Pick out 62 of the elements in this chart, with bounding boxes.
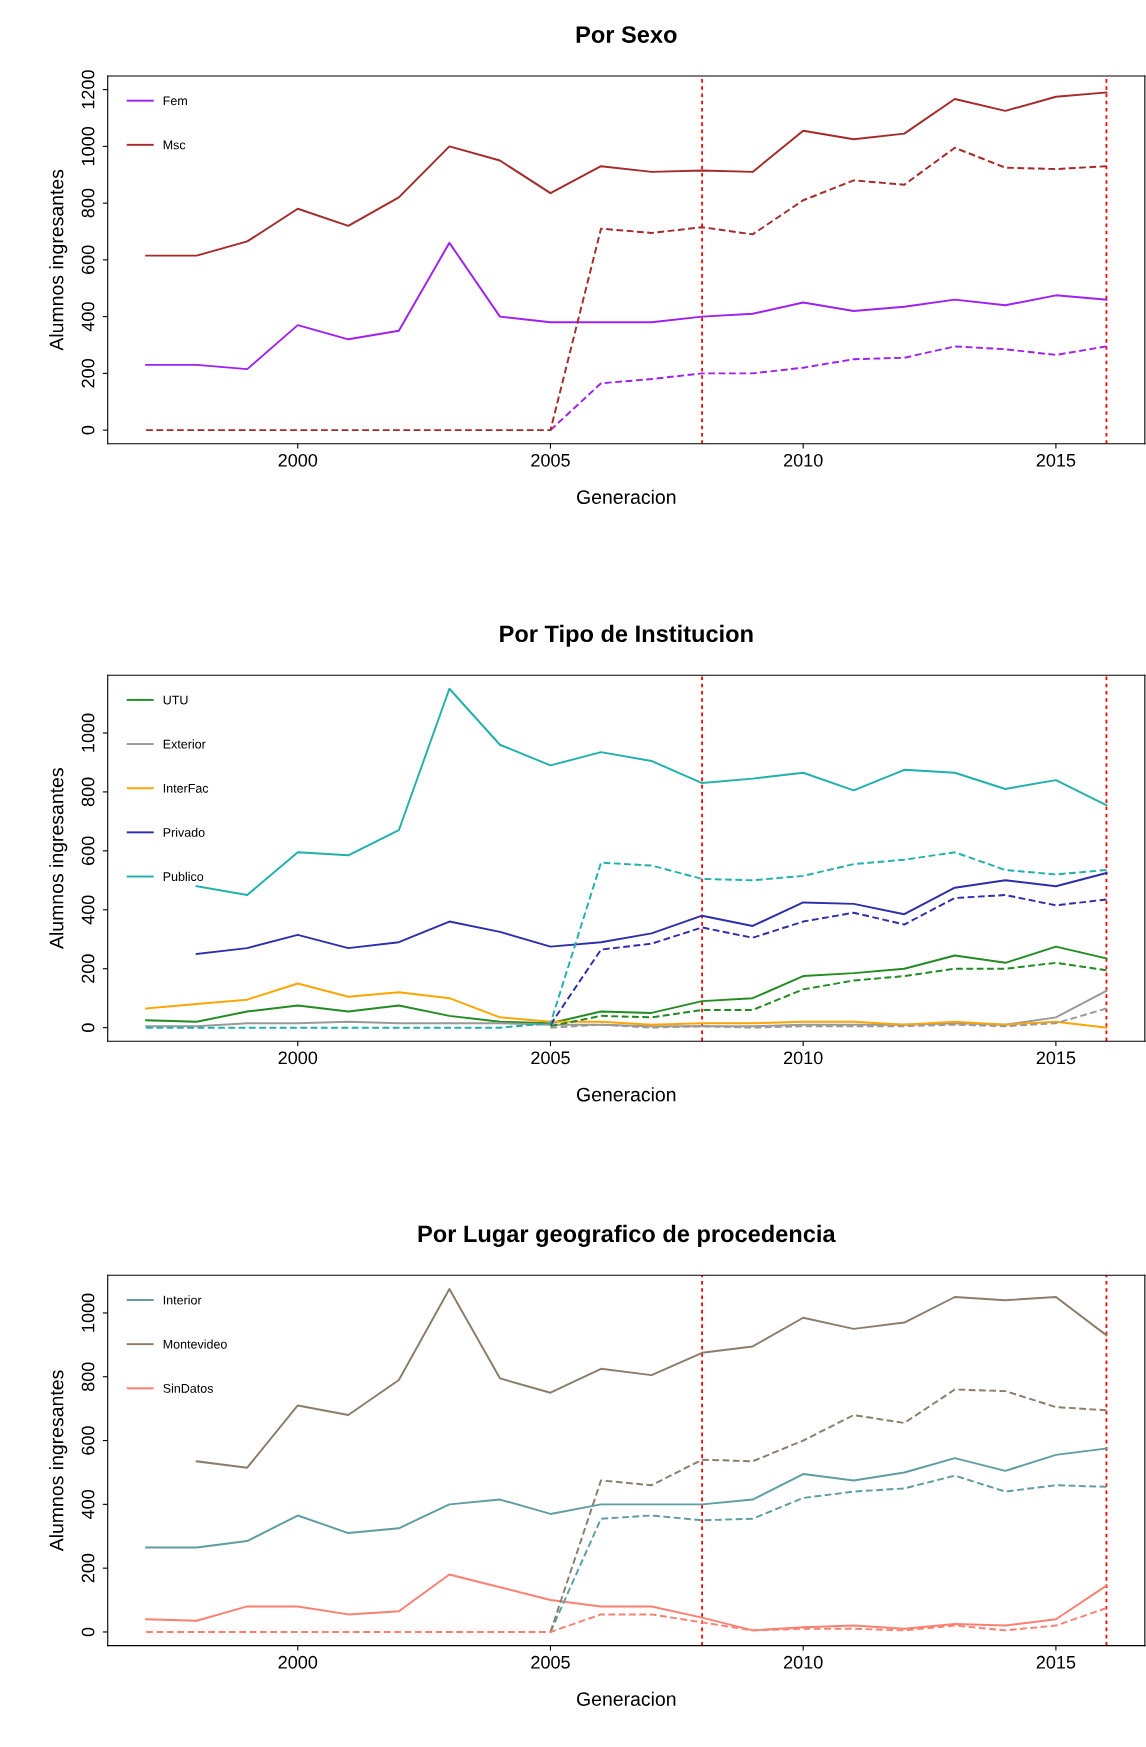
line-series bbox=[145, 91, 1108, 257]
line-series bbox=[145, 851, 1108, 1029]
legend-label: Msc bbox=[163, 140, 186, 150]
line-series bbox=[549, 1388, 1108, 1633]
y-tick-label: 400 bbox=[81, 1490, 95, 1519]
x-tick-label: 2000 bbox=[278, 453, 318, 467]
x-tick-label: 2015 bbox=[1036, 1655, 1076, 1669]
y-axis-title: Alumnos ingresantes bbox=[49, 169, 68, 351]
x-axis-title: Generacion bbox=[577, 1691, 676, 1706]
line-series bbox=[549, 894, 1108, 1026]
x-tick-label: 2015 bbox=[1036, 1051, 1076, 1065]
x-axis-title: Generacion bbox=[577, 489, 676, 505]
legend-label: Interior bbox=[163, 1295, 202, 1305]
y-tick-label: 600 bbox=[81, 1426, 95, 1455]
legend-label: SinDatos bbox=[163, 1383, 213, 1393]
x-tick-label: 2000 bbox=[278, 1655, 318, 1669]
legend-label: Privado bbox=[163, 827, 205, 837]
y-axis-title: Alumnos ingresantes bbox=[49, 1370, 68, 1552]
y-tick-label: 1000 bbox=[81, 1293, 95, 1332]
y-tick-label: 400 bbox=[81, 895, 95, 925]
y-tick-label: 800 bbox=[81, 1362, 95, 1392]
legend-label: UTU bbox=[163, 695, 188, 705]
y-tick-label: 600 bbox=[81, 836, 95, 865]
y-tick-label: 200 bbox=[81, 954, 95, 983]
y-axis-title: Alumnos ingresantes bbox=[49, 768, 68, 949]
line-series bbox=[145, 982, 1108, 1029]
x-tick-label: 2005 bbox=[531, 453, 570, 467]
line-series bbox=[145, 1573, 1108, 1632]
chart-title: Por Tipo de Institucion bbox=[500, 624, 753, 647]
y-tick-label: 800 bbox=[81, 188, 95, 218]
chart-title: Por Lugar geografico de procedencia bbox=[418, 1224, 836, 1247]
legend-label: InterFac bbox=[163, 783, 209, 793]
y-tick-label: 1000 bbox=[81, 713, 95, 752]
line-series bbox=[549, 345, 1108, 432]
x-tick-label: 2010 bbox=[784, 453, 823, 467]
x-tick-label: 2010 bbox=[784, 1655, 823, 1669]
y-tick-label: 400 bbox=[81, 302, 95, 332]
y-tick-label: 1200 bbox=[81, 70, 95, 109]
x-tick-label: 2000 bbox=[278, 1051, 318, 1065]
y-tick-label: 600 bbox=[81, 245, 95, 275]
y-tick-label: 200 bbox=[81, 359, 95, 388]
x-tick-label: 2005 bbox=[531, 1655, 570, 1669]
legend-label: Publico bbox=[163, 871, 204, 882]
legend-label: Exterior bbox=[163, 739, 206, 749]
y-tick-label: 1000 bbox=[81, 126, 95, 166]
y-tick-label: 0 bbox=[81, 1023, 95, 1032]
y-tick-label: 0 bbox=[81, 425, 95, 435]
x-tick-label: 2010 bbox=[784, 1051, 823, 1065]
line-series bbox=[549, 1474, 1108, 1633]
legend-label: Fem bbox=[163, 96, 187, 106]
x-axis-title: Generacion bbox=[577, 1087, 676, 1102]
line-series bbox=[145, 945, 1108, 1025]
x-tick-label: 2015 bbox=[1036, 453, 1076, 467]
line-series bbox=[145, 1447, 1108, 1549]
legend-label: Montevideo bbox=[163, 1339, 227, 1349]
line-series bbox=[145, 241, 1108, 371]
chart-title: Por Sexo bbox=[576, 26, 677, 43]
x-tick-label: 2005 bbox=[531, 1051, 570, 1065]
y-tick-label: 800 bbox=[81, 777, 95, 807]
y-tick-label: 200 bbox=[81, 1553, 95, 1583]
line-series bbox=[145, 989, 1108, 1028]
y-tick-label: 0 bbox=[81, 1627, 95, 1637]
